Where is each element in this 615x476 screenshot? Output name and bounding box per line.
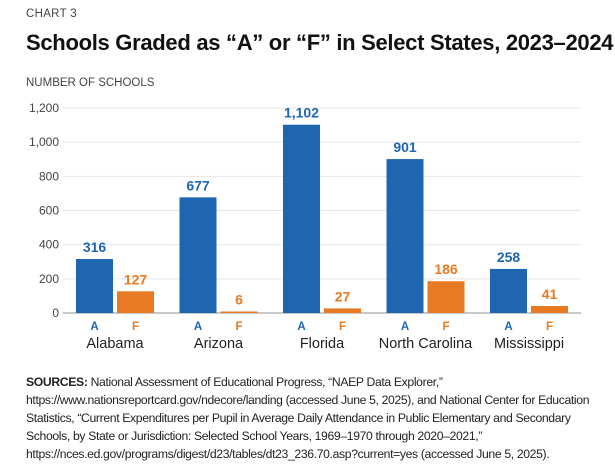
bar-a [386,159,424,313]
series-tick-label: F [442,321,449,333]
y-tick-label: 1,000 [29,135,59,149]
category-label: Florida [300,336,345,352]
bar-f [220,311,258,313]
bar-a [76,259,113,313]
bar-f [117,291,154,313]
bar-a [490,268,527,313]
data-label: 41 [542,286,558,302]
y-axis-ticks: 0 200 400 600 800 1,000 1,200 [29,101,59,320]
category-label: Alabama [86,336,144,352]
data-label: 6 [235,292,243,308]
series-tick-label: A [401,321,409,333]
series-tick-label: A [194,321,202,333]
series-tick-label: A [297,321,305,333]
data-label: 258 [497,249,521,265]
series-tick-label: F [546,321,553,333]
series-tick-label: F [235,321,242,333]
series-tick-label: A [90,321,98,333]
bar-f [531,305,568,313]
bar-a [179,197,217,313]
data-label: 316 [83,239,107,255]
bar-f [427,281,465,313]
sources-note: SOURCES: National Assessment of Educatio… [26,373,601,463]
data-label: 901 [393,139,417,155]
y-tick-label: 600 [39,204,59,218]
category-label: Mississippi [494,336,564,352]
data-label: 1,102 [284,105,319,121]
chart-number: CHART 3 [26,8,77,20]
data-label: 27 [335,288,351,304]
sources-text: National Assessment of Educational Progr… [26,375,590,461]
y-tick-label: 0 [52,306,59,320]
bar-chart: 0 200 400 600 800 1,000 1,200 316 127 677 6 1,102 2… [29,101,581,352]
y-tick-label: 800 [39,169,59,183]
y-tick-label: 200 [39,272,59,286]
data-label: 127 [124,271,148,287]
category-label: Arizona [194,336,244,352]
bar-a [283,124,320,313]
category-label: North Carolina [379,336,473,352]
x-axis-labels: A F Alabama A F Arizona A F Florida A F North Carol… [86,321,564,352]
y-axis-label: NUMBER OF SCHOOLS [26,77,155,89]
y-tick-label: 1,200 [29,101,59,115]
series-tick-label: F [339,321,346,333]
y-tick-label: 400 [39,238,59,252]
bars [76,124,568,313]
series-tick-label: A [504,321,512,333]
bar-f [324,308,361,313]
data-labels: 316 127 677 6 1,102 27 901 186 258 41 [83,105,558,308]
chart-title: Schools Graded as “A” or “F” in Select S… [26,30,614,55]
data-label: 677 [186,177,210,193]
sources-label: SOURCES: [26,375,88,389]
series-tick-label: F [132,321,139,333]
data-label: 186 [434,261,458,277]
